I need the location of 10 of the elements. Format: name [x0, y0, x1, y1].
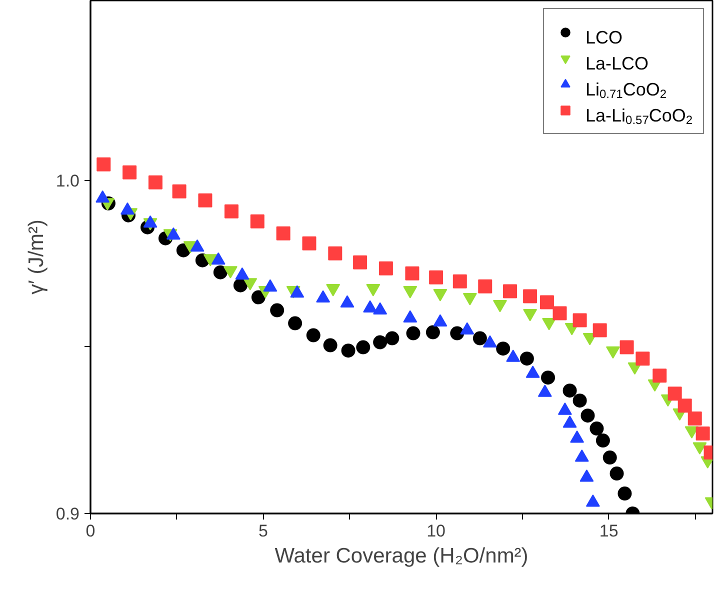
- y-tick-label: 0.9: [56, 504, 80, 524]
- legend-label: La-LCO: [586, 54, 649, 74]
- x-tick-label: 10: [426, 522, 446, 540]
- x-axis-title: Water Coverage (H₂O/nm²): [274, 544, 528, 568]
- x-tick-label: 0: [86, 522, 96, 540]
- y-axis-title: γ′ (J/m²): [24, 219, 48, 295]
- x-tick-label: 5: [258, 522, 268, 540]
- x-tick-label: 15: [599, 522, 618, 540]
- legend-label: LCO: [586, 28, 623, 48]
- y-tick-label: 1.0: [56, 171, 80, 190]
